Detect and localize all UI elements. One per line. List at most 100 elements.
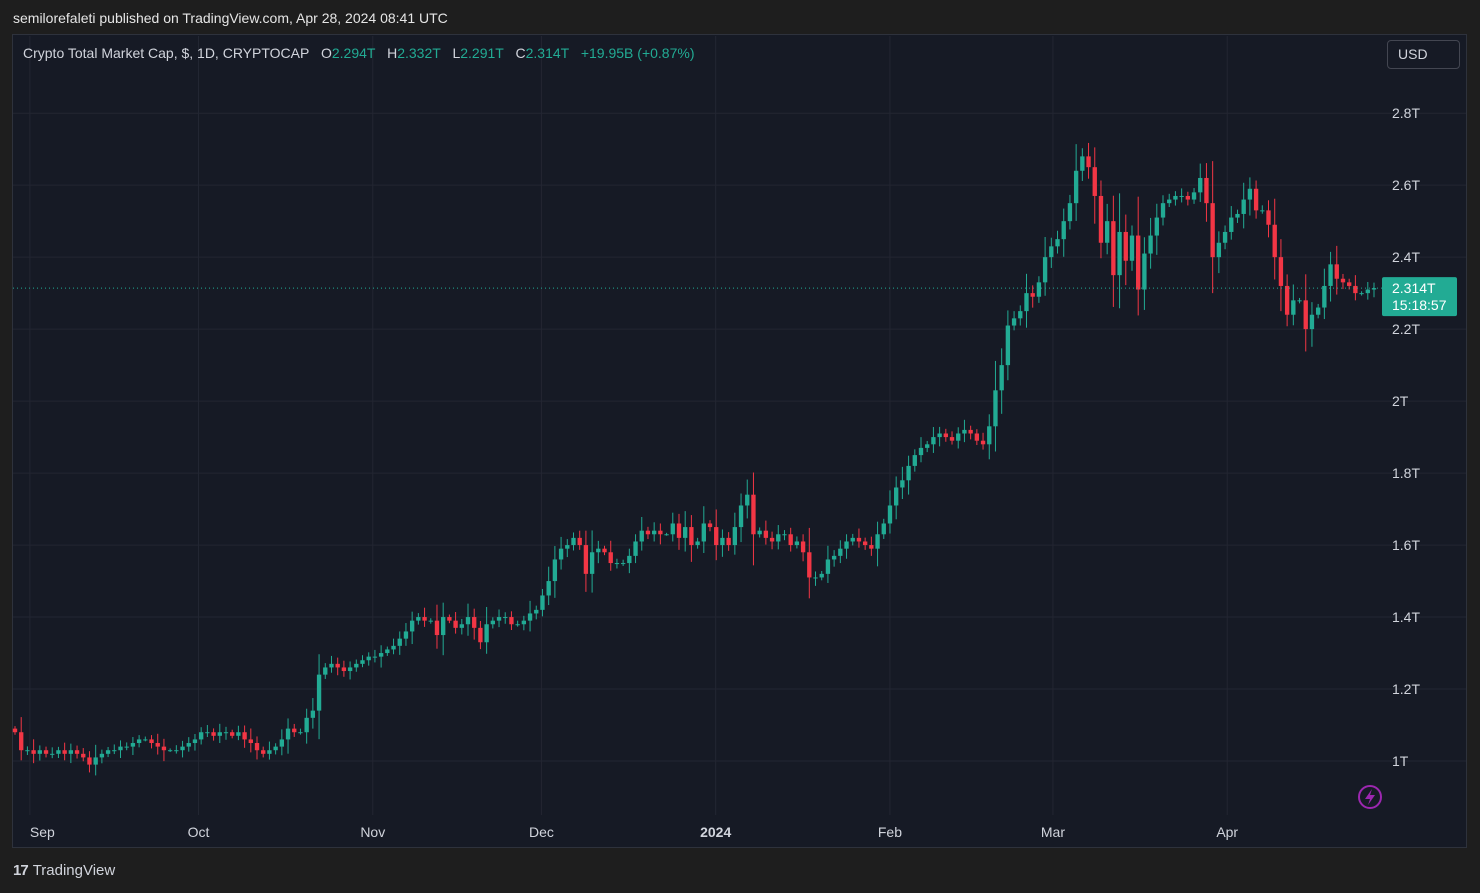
candle-body (1160, 203, 1166, 218)
candle-body (1111, 221, 1116, 276)
candle-body (347, 667, 353, 672)
candle-body (161, 746, 167, 751)
x-tick-label: Oct (188, 824, 210, 840)
chart-pane[interactable] (12, 34, 1467, 848)
footer-brand[interactable]: 17 TradingView (13, 862, 115, 879)
candle-body (385, 649, 390, 654)
candle-body (664, 534, 669, 536)
candle-body (478, 627, 483, 643)
low-value: 2.291T (460, 45, 504, 61)
candle-body (81, 753, 86, 758)
price-axis[interactable]: 1T 1.2T 1.4T 1.6T 1.8T 2T 2.2T 2.4T 2.6T 2.8T (1392, 105, 1420, 769)
candle-body (683, 527, 688, 538)
candle-body (1253, 188, 1259, 211)
candle-body (875, 534, 880, 549)
candle-body (738, 505, 744, 528)
candle-body (856, 537, 862, 542)
candle-body (999, 365, 1004, 391)
candle-body (68, 750, 74, 754)
candle-body (174, 750, 179, 752)
candle-body (1011, 318, 1017, 326)
candle-body (1216, 242, 1222, 258)
candle-body (956, 433, 961, 441)
candle-body (465, 617, 471, 625)
candle-body (292, 728, 297, 733)
currency-button[interactable]: USD (1387, 40, 1460, 69)
candle-body (745, 494, 750, 506)
candle-body (62, 750, 67, 754)
candle-body (366, 656, 371, 661)
candle-body (732, 527, 738, 546)
y-tick-label: 2.2T (1392, 321, 1420, 337)
candle-body (1322, 285, 1327, 308)
candle-body (136, 739, 142, 744)
candle-body (87, 757, 92, 765)
candle-body (236, 732, 241, 736)
candle-body (1272, 224, 1277, 258)
publisher-line: semilorefaleti published on TradingView.… (13, 10, 448, 26)
candle-body (962, 429, 967, 434)
candle-body (1049, 246, 1054, 258)
candle-body (558, 548, 564, 560)
brand-name: TradingView (32, 862, 116, 879)
candle-body (310, 710, 316, 718)
candle-body (167, 750, 173, 752)
candle-body (198, 732, 204, 740)
candle-body (261, 750, 266, 754)
lightning-alert-icon[interactable] (1358, 785, 1382, 809)
candle-body (1210, 203, 1215, 258)
candle-body (695, 541, 700, 546)
candle-body (1297, 300, 1302, 302)
candle-body (819, 573, 824, 578)
candle-body (31, 750, 36, 754)
candle-body (1340, 278, 1346, 283)
symbol-legend[interactable]: Crypto Total Market Cap, $, 1D, CRYPTOCA… (23, 45, 694, 61)
candle-body (316, 674, 322, 711)
change-value: +19.95B (+0.87%) (580, 45, 695, 61)
candle-body (223, 732, 229, 734)
high-label: H (387, 45, 398, 61)
candle-body (273, 746, 278, 751)
candle-body (869, 545, 874, 549)
candle-body (769, 537, 775, 542)
candle-body (93, 757, 98, 765)
candle-body (1036, 282, 1042, 297)
time-axis[interactable]: Sep Oct Nov Dec 2024 Feb Mar Apr (30, 824, 1239, 840)
x-tick-label: Nov (360, 824, 385, 840)
candle-body (441, 617, 446, 636)
candle-body (230, 732, 235, 736)
candle-body (192, 739, 198, 744)
close-label: C (515, 45, 526, 61)
candle-body (490, 620, 495, 625)
candle-body (447, 617, 452, 621)
candle-body (99, 753, 105, 758)
candle-body (931, 437, 936, 445)
candle-body (335, 663, 340, 668)
candle-body (1086, 156, 1091, 168)
candle-body (1154, 217, 1159, 236)
candle-body (1247, 188, 1253, 200)
candle-body (974, 433, 980, 441)
candle-body (1185, 195, 1191, 200)
open-label: O (320, 45, 332, 61)
x-tick-label: 2024 (700, 824, 731, 840)
candle-body (1148, 235, 1153, 254)
candle-body (155, 743, 160, 747)
candle-body (391, 645, 396, 650)
candle-body (124, 746, 129, 748)
y-tick-label: 2.8T (1392, 105, 1420, 121)
price-tag-price: 2.314T (1392, 280, 1436, 296)
candle-body (1241, 199, 1246, 214)
candle-body (422, 617, 427, 621)
y-tick-label: 2T (1392, 393, 1409, 409)
candle-body (949, 437, 955, 441)
candle-body (800, 541, 806, 553)
candle-body (651, 530, 657, 535)
candle-body (838, 548, 843, 556)
candle-body (1278, 257, 1284, 286)
candle-body (515, 624, 520, 626)
candle-body (1073, 170, 1079, 204)
candle-body (844, 541, 849, 549)
x-tick-label: Dec (529, 824, 554, 840)
